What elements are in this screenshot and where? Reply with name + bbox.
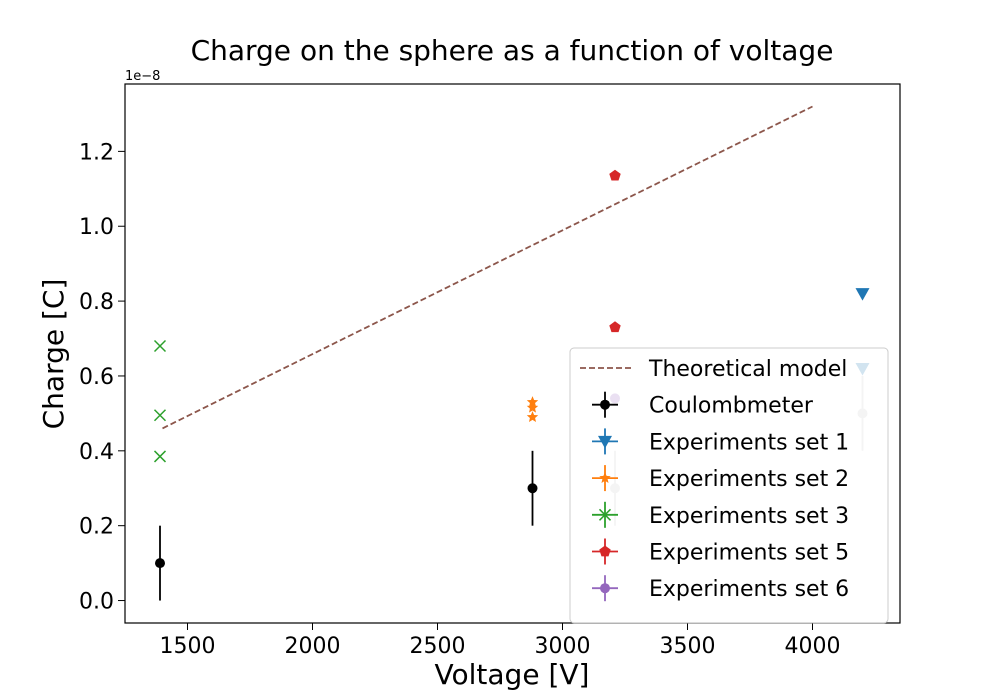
data-point (527, 483, 538, 494)
y-offset-label: 1e−8 (125, 69, 160, 84)
series-experiments-set-2 (526, 396, 539, 422)
legend-label: Theoretical model (648, 357, 847, 382)
axes: 1500 2000 2500 3000 3500 4000 0.0 0.2 0.4 0.6 0.8 1… (79, 140, 841, 659)
x-tick-label: 1500 (160, 634, 216, 659)
legend-marker (600, 583, 610, 594)
legend-item: Experiments set 5 (592, 538, 849, 566)
legend-item: Coulombmeter (592, 391, 814, 419)
x-axis-label: Voltage [V] (435, 658, 590, 691)
data-point (609, 321, 621, 333)
y-tick-label: 1.2 (79, 140, 114, 165)
plot-frame (124, 83, 901, 624)
legend-label: Experiments set 3 (649, 504, 849, 529)
x-tick-label: 3000 (535, 634, 591, 659)
chart-title: Charge on the sphere as a function of vo… (191, 34, 834, 67)
x-tick-label: 2500 (410, 634, 466, 659)
data-point (855, 288, 870, 301)
y-tick-label: 0.6 (79, 365, 114, 390)
legend-label: Experiments set 1 (649, 430, 849, 455)
legend-item: Experiments set 3 (592, 501, 849, 529)
legend-label: Experiments set 5 (649, 541, 849, 566)
legend-marker (598, 508, 612, 521)
series-experiments-set-3 (153, 339, 167, 463)
y-tick-label: 0.8 (79, 290, 114, 315)
legend-marker (598, 435, 612, 449)
y-tick-label: 0.0 (79, 590, 114, 615)
legend-item: Experiments set 6 (592, 575, 849, 602)
data-point (153, 339, 167, 353)
legend-item: Experiments set 2 (592, 465, 849, 492)
y-tick-label: 0.2 (79, 515, 114, 540)
legend-marker (599, 472, 611, 483)
data-point (526, 411, 539, 422)
x-tick-label: 2000 (285, 634, 341, 659)
series-coulombmeter (155, 450, 538, 601)
data-point (153, 450, 167, 463)
x-tick-label: 4000 (785, 634, 841, 659)
legend-item: Experiments set 1 (592, 428, 849, 455)
data-point (155, 558, 165, 569)
theoretical-model-line (162, 105, 813, 430)
legend-label: Experiments set 6 (649, 577, 849, 602)
legend-marker (599, 545, 611, 557)
y-tick-label: 1.0 (79, 215, 114, 240)
y-tick-label: 0.4 (79, 440, 114, 465)
series-experiments-set-5 (609, 169, 621, 333)
data-point (526, 401, 539, 413)
y-axis-label: Charge [C] (37, 279, 70, 430)
legend-box (569, 347, 889, 624)
legend-marker (600, 399, 610, 410)
legend-item: Theoretical model (580, 357, 847, 382)
legend-label: Experiments set 2 (649, 467, 849, 492)
data-point (609, 169, 621, 181)
legend-label: Coulombmeter (649, 394, 814, 419)
x-tick-label: 3500 (660, 634, 716, 659)
data-point (526, 396, 539, 408)
data-point (153, 409, 167, 422)
legend: Theoretical model Coulombmeter Experiments… (569, 347, 889, 624)
